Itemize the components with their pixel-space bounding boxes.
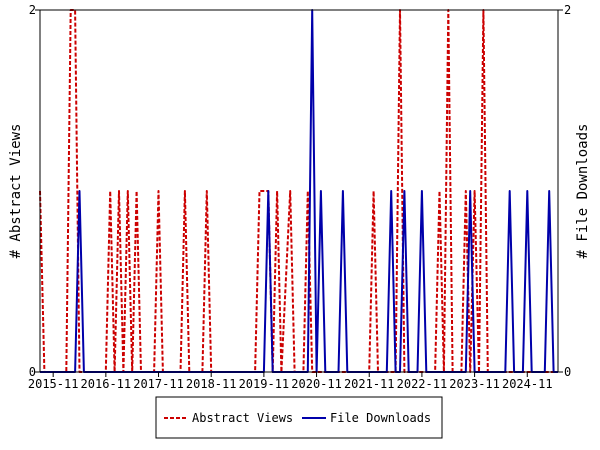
legend: Abstract Views File Downloads	[155, 396, 443, 439]
legend-box	[155, 396, 443, 439]
left-y-axis: 02	[29, 3, 40, 379]
x-tick-label: 2020-11	[291, 377, 342, 391]
right-y-axis: 02	[558, 3, 571, 379]
x-axis: 2015-11 2016-11 2017-11 2018-11 2019-11 2020-…	[28, 372, 553, 391]
y2-axis-title: # File Downloads	[575, 124, 591, 259]
y2-tick-label: 2	[564, 3, 571, 17]
x-tick-label: 2021-11	[344, 377, 395, 391]
x-tick-label: 2023-11	[449, 377, 500, 391]
y-tick-label: 0	[29, 365, 36, 379]
series-line-file-downloads	[40, 9, 558, 373]
x-tick-label: 2016-11	[81, 377, 132, 391]
series-layer	[39, 9, 558, 373]
x-tick-label: 2017-11	[133, 377, 184, 391]
x-tick-label: 2022-11	[397, 377, 448, 391]
y2-tick-label: 0	[564, 365, 571, 379]
y-tick-label: 2	[29, 3, 36, 17]
x-tick-label: 2015-11	[28, 377, 79, 391]
y-axis-title: # Abstract Views	[8, 124, 24, 259]
legend-label-file-downloads: File Downloads	[330, 411, 431, 425]
x-tick-label: 2019-11	[239, 377, 290, 391]
legend-label-abstract-views: Abstract Views	[192, 411, 293, 425]
x-tick-label: 2018-11	[186, 377, 237, 391]
plot-area-frame	[39, 9, 559, 373]
series-line-abstract-views	[39, 9, 558, 373]
x-tick-label: 2024-11	[502, 377, 553, 391]
